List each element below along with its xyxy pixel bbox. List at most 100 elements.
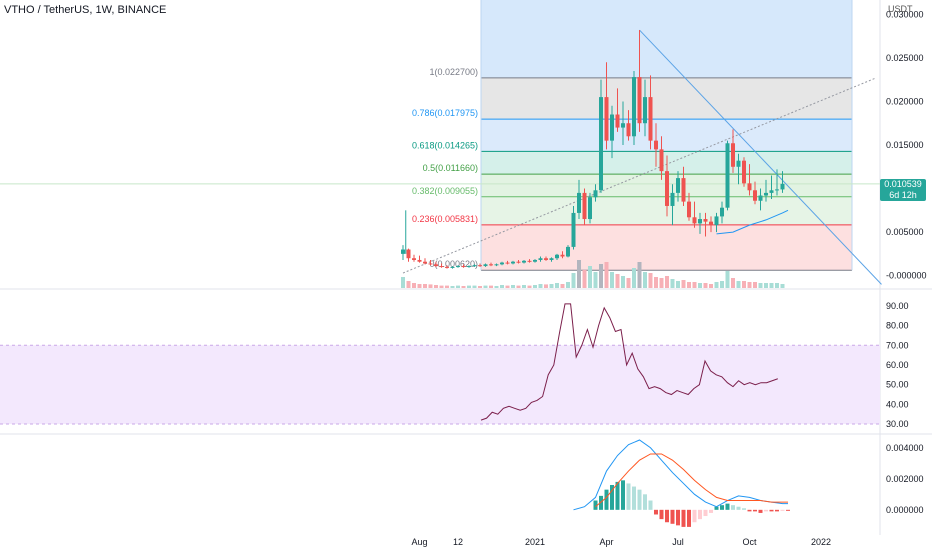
macd-histogram-bar (637, 489, 642, 510)
volume-bar (489, 285, 493, 288)
candle-body (599, 97, 603, 191)
volume-bar (775, 283, 779, 288)
volume-bar (780, 284, 785, 288)
candle-body (489, 264, 493, 266)
volume-bar (461, 286, 466, 288)
macd-histogram-bar (687, 509, 691, 527)
volume-bar (566, 282, 570, 288)
macd-histogram-bar (615, 481, 620, 510)
candles[interactable] (401, 30, 789, 269)
volume-bar (478, 286, 482, 288)
volume-bar (687, 282, 691, 288)
candle-body (736, 160, 741, 167)
fib-zone (481, 0, 852, 78)
macd-histogram-bar (599, 495, 603, 510)
last-price-tag: 0.010539 6d 12h (880, 179, 926, 201)
candle-body (494, 264, 499, 266)
volume-bar (692, 282, 697, 288)
volume-bar (439, 285, 444, 288)
symbol-title[interactable]: VTHO / TetherUS, 1W, BINANCE (4, 4, 167, 16)
candle-body (401, 249, 405, 254)
volume-bar (417, 284, 422, 288)
candle-body (725, 143, 730, 208)
volume-bar (610, 272, 614, 288)
volume-bar (593, 272, 598, 288)
volume-bar (698, 283, 702, 288)
macd-histogram-bar (742, 508, 746, 510)
drawings[interactable] (0, 29, 882, 285)
macd-histogram-bar (753, 509, 757, 512)
price-tick-label: 0.015000 (886, 140, 924, 150)
macd-histogram-bar (610, 485, 614, 510)
candle-body (758, 195, 763, 201)
fib-level-label: 1(0.022700) (429, 67, 478, 77)
candle-body (417, 259, 422, 262)
macd-tick-label: 0.000000 (886, 505, 924, 515)
rsi-panel[interactable]: 90.00 80.00 70.00 60.00 50.00 40.00 30.00 (0, 301, 909, 429)
candle-body (692, 217, 697, 224)
macd-histogram-bar (725, 503, 730, 510)
volume-bar (494, 286, 499, 288)
volume-bar-highlight (577, 260, 581, 288)
macd-histogram-bar (731, 505, 735, 510)
candle-body (423, 261, 427, 264)
rsi-tick-label: 40.00 (886, 399, 909, 409)
candle-body (538, 258, 543, 260)
rsi-band (0, 345, 880, 425)
volume-bar (643, 272, 647, 288)
volume-bar (527, 285, 532, 288)
macd-histogram-bar (665, 509, 669, 523)
fib-zone (481, 224, 852, 271)
volume-bar (604, 262, 609, 288)
candle-body (654, 140, 658, 150)
volume-bar (549, 284, 554, 288)
volume-bar (615, 274, 620, 288)
fib-zone (481, 119, 852, 152)
macd-histogram-bar (769, 509, 774, 512)
macd-tick-label: 0.002000 (886, 474, 924, 484)
candle-body (472, 265, 477, 267)
time-axis-label: Jul (672, 537, 684, 547)
candle-body (522, 260, 526, 263)
volume-bar (544, 284, 548, 288)
volume-bar (538, 284, 543, 288)
candle-body (527, 260, 532, 262)
candle-body (593, 190, 598, 198)
volume-bar (632, 268, 636, 288)
rsi-tick-label: 90.00 (886, 301, 909, 311)
price-axis-labels: 0.0300000.0250000.0200000.0150000.010000… (886, 9, 927, 280)
candle-body (560, 254, 565, 257)
candle-body (769, 190, 774, 193)
moving-average-line (716, 209, 789, 235)
candle-body (461, 266, 466, 268)
price-unit-label: USDT (888, 4, 913, 14)
macd-histogram-bar (786, 509, 790, 511)
volume-bar (681, 280, 686, 288)
volume-bar (467, 285, 471, 288)
macd-panel[interactable]: 0.004000 0.002000 0.000000 (573, 439, 924, 527)
candle-body (516, 261, 521, 263)
time-axis: Aug 12 2021 Apr Jul Oct 2022 (411, 537, 831, 547)
macd-histogram-bar (698, 509, 702, 520)
candle-body (670, 192, 675, 206)
candle-body (709, 221, 713, 226)
volume-bar (659, 278, 664, 288)
volume-bar (703, 283, 708, 288)
rsi-line (480, 303, 778, 421)
volume-bar (670, 279, 675, 288)
candle-body (703, 219, 708, 222)
macd-histogram-bar (758, 509, 763, 513)
volume-bar (769, 283, 774, 288)
macd-line (573, 439, 788, 511)
candle-body (626, 123, 631, 137)
fibonacci-retracement[interactable]: 1(0.022700) 0.786(0.017975) 0.618(0.014265… (0, 0, 932, 535)
candle-body (549, 258, 554, 260)
volume-bar (582, 270, 587, 288)
candle-body (615, 114, 620, 128)
volume-bar (736, 281, 741, 288)
volume-bar (648, 273, 653, 288)
rsi-tick-label: 60.00 (886, 360, 909, 370)
candle-body (742, 160, 746, 184)
time-axis-label: 2021 (525, 537, 545, 547)
